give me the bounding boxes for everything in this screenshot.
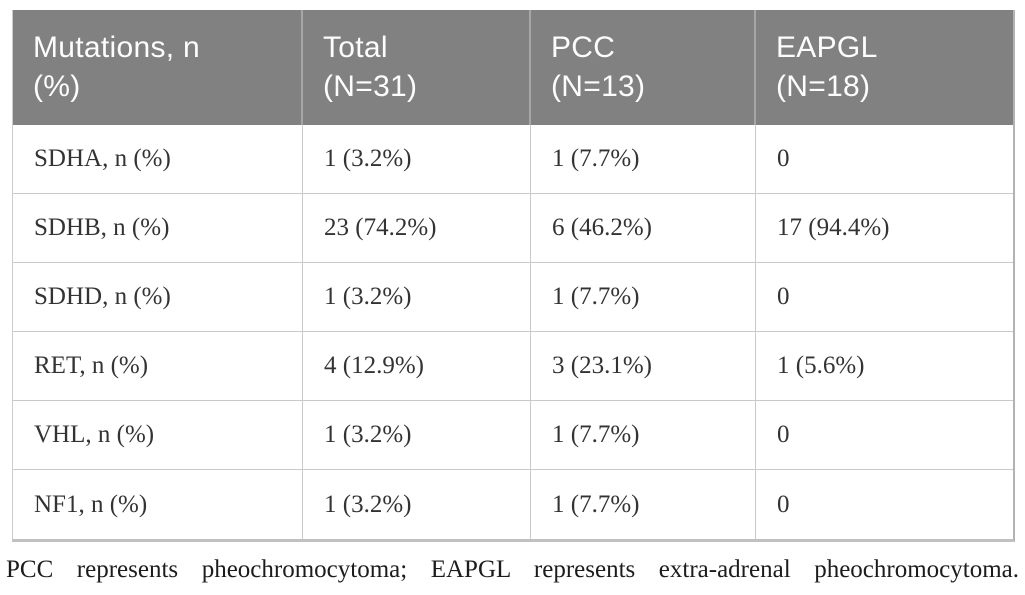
- cell-total: 4 (12.9%): [303, 332, 531, 401]
- header-cell-pcc: PCC (N=13): [531, 10, 756, 125]
- cell-eapgl: 0: [756, 125, 1013, 194]
- table-footnote: PCC represents pheochromocytoma; EAPGL r…: [6, 556, 1019, 583]
- cell-eapgl: 17 (94.4%): [756, 194, 1013, 263]
- cell-eapgl: 1 (5.6%): [756, 332, 1013, 401]
- cell-total: 23 (74.2%): [303, 194, 531, 263]
- cell-total: 1 (3.2%): [303, 263, 531, 332]
- header-cell-eapgl: EAPGL (N=18): [756, 10, 1013, 125]
- cell-total: 1 (3.2%): [303, 125, 531, 194]
- cell-pcc: 1 (7.7%): [531, 470, 756, 539]
- header-cell-total: Total (N=31): [303, 10, 531, 125]
- header-cell-mutations: Mutations, n (%): [13, 10, 303, 125]
- table-row-sdhd: SDHD, n (%) 1 (3.2%) 1 (7.7%) 0: [13, 263, 1013, 332]
- mutations-table: Mutations, n (%) Total (N=31) PCC (N=13)…: [12, 10, 1015, 542]
- header-row: Mutations, n (%) Total (N=31) PCC (N=13)…: [13, 10, 1013, 125]
- row-label: RET, n (%): [13, 332, 303, 401]
- cell-pcc: 3 (23.1%): [531, 332, 756, 401]
- table-row-ret: RET, n (%) 4 (12.9%) 3 (23.1%) 1 (5.6%): [13, 332, 1013, 401]
- cell-total: 1 (3.2%): [303, 470, 531, 539]
- cell-eapgl: 0: [756, 401, 1013, 470]
- cell-pcc: 1 (7.7%): [531, 125, 756, 194]
- table-row-sdhb: SDHB, n (%) 23 (74.2%) 6 (46.2%) 17 (94.…: [13, 194, 1013, 263]
- row-label: SDHB, n (%): [13, 194, 303, 263]
- row-label: SDHD, n (%): [13, 263, 303, 332]
- cell-pcc: 1 (7.7%): [531, 263, 756, 332]
- cell-total: 1 (3.2%): [303, 401, 531, 470]
- cell-pcc: 1 (7.7%): [531, 401, 756, 470]
- cell-eapgl: 0: [756, 263, 1013, 332]
- table-row-vhl: VHL, n (%) 1 (3.2%) 1 (7.7%) 0: [13, 401, 1013, 470]
- row-label: SDHA, n (%): [13, 125, 303, 194]
- cell-eapgl: 0: [756, 470, 1013, 539]
- table-row-sdha: SDHA, n (%) 1 (3.2%) 1 (7.7%) 0: [13, 125, 1013, 194]
- row-label: NF1, n (%): [13, 470, 303, 539]
- row-label: VHL, n (%): [13, 401, 303, 470]
- cell-pcc: 6 (46.2%): [531, 194, 756, 263]
- table-row-nf1: NF1, n (%) 1 (3.2%) 1 (7.7%) 0: [13, 470, 1013, 539]
